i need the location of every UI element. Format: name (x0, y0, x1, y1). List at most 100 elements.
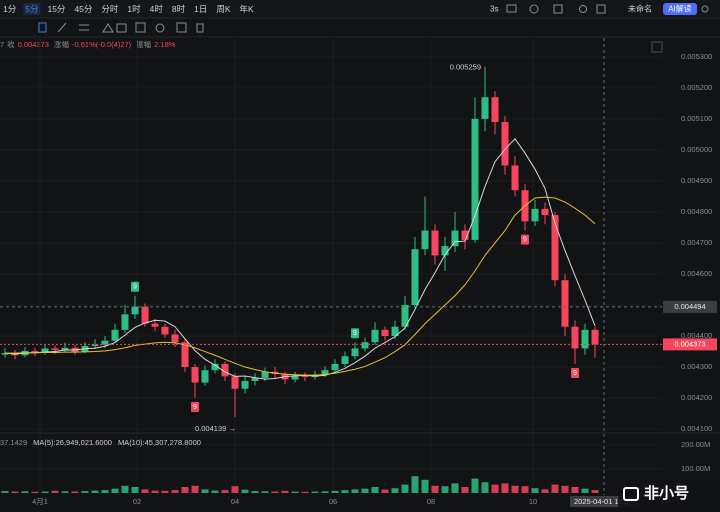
volume-bar (231, 486, 239, 493)
volume-bar (491, 484, 499, 493)
signal-badge (131, 281, 139, 292)
candle-body (61, 347, 69, 350)
volume-bar (121, 485, 129, 493)
candle-body (391, 326, 399, 337)
crosshair-label-bg (663, 300, 717, 313)
candle-body (421, 230, 429, 250)
volume-bar (521, 486, 529, 493)
interval-button[interactable]: 周K (216, 4, 231, 14)
interval-button[interactable]: 45分 (74, 4, 92, 14)
tool-cursor[interactable] (38, 22, 47, 33)
candle-body (201, 370, 209, 383)
watermark-bg (618, 480, 720, 512)
signal-badge (521, 234, 529, 245)
last-price-label: 0.004373 (674, 339, 705, 348)
volume-bar (341, 490, 349, 493)
layout-name[interactable]: 未命名 (628, 4, 652, 14)
volume-bar (431, 485, 439, 493)
signal-label: 9 (353, 330, 357, 337)
candle-body (561, 280, 569, 327)
candle-body (151, 323, 159, 327)
interval-button[interactable]: 年K (240, 4, 255, 14)
ma-line (5, 196, 596, 376)
interval-button[interactable]: 分时 (101, 4, 119, 14)
annotation: 0.005259 (450, 63, 481, 72)
tool-circle[interactable] (155, 23, 165, 33)
tool-rect[interactable] (116, 23, 127, 33)
volume-bar (281, 490, 289, 493)
interval-button[interactable]: 4时 (150, 4, 164, 14)
candle-body (501, 122, 509, 166)
icon-settings[interactable] (529, 4, 539, 14)
volume-bar (361, 488, 369, 493)
volume-bar (211, 490, 219, 493)
interval-button[interactable]: 5分 (25, 4, 39, 14)
expand-icon[interactable] (651, 41, 663, 53)
icon-gear[interactable] (579, 5, 587, 13)
volume-bar (301, 491, 309, 493)
volume-bar (321, 491, 329, 493)
interval-button[interactable]: 8时 (172, 4, 186, 14)
volume-bar (421, 479, 429, 493)
signal-badge (571, 367, 579, 378)
tool-text[interactable] (135, 22, 146, 33)
interval-button[interactable]: 15分 (47, 4, 65, 14)
signal-badge (351, 328, 359, 339)
tool-lock[interactable] (176, 22, 187, 33)
x-tick-label: 04 (231, 497, 239, 506)
tool-line[interactable] (57, 22, 67, 33)
candle-body (511, 165, 519, 191)
x-tick-label: 08 (427, 497, 435, 506)
ai-button[interactable]: AI解读 (668, 4, 692, 14)
tool-shape[interactable] (102, 23, 114, 33)
volume-bar (241, 489, 249, 493)
volume-tick-label: 100.00M (681, 464, 710, 473)
cursor-time-bg (570, 496, 638, 507)
y-tick-label: 0.004600 (681, 269, 712, 278)
info-label: 收 (7, 39, 15, 49)
tool-delete[interactable] (196, 23, 204, 33)
volume-bar (311, 491, 319, 493)
volume-bar (101, 490, 109, 493)
interval-button[interactable]: 1日 (194, 4, 207, 14)
candle-body (461, 230, 469, 240)
top-icons[interactable] (506, 4, 709, 14)
watermark: 非小号 (644, 484, 689, 502)
volume-bar (221, 490, 229, 493)
icon-fullscreen[interactable] (596, 4, 606, 14)
interval-button[interactable]: 1时 (127, 4, 141, 14)
candle-body (1, 353, 9, 355)
volume-bar (251, 491, 259, 493)
y-tick-label: 0.005300 (681, 52, 712, 61)
drawing-tools[interactable] (38, 22, 204, 33)
refresh[interactable]: 3s (490, 5, 498, 14)
x-tick-label: 02 (133, 497, 141, 506)
volume-bar (181, 486, 189, 493)
volume-bar (581, 488, 589, 493)
candle-body (581, 329, 589, 349)
volume-bar (461, 486, 469, 493)
volume-bar (291, 491, 299, 493)
candle-body (191, 367, 199, 383)
volume-bar (391, 488, 399, 493)
interval-button[interactable]: 1分 (3, 4, 17, 14)
candle-body (241, 381, 249, 389)
x-tick-label: 10 (529, 497, 537, 506)
ai-button-bg[interactable] (663, 3, 697, 15)
cursor-time: 2025-04-01 11:5 (574, 497, 629, 506)
icon-layout[interactable] (553, 4, 563, 14)
y-tick-label: 0.004900 (681, 176, 712, 185)
volume-info: 37.1429 (0, 438, 27, 447)
icon-camera[interactable] (506, 4, 517, 13)
volume-bar (171, 490, 179, 493)
y-tick-label: 0.004700 (681, 238, 712, 247)
volume-bar (541, 489, 549, 493)
info-value: 2.18% (154, 40, 176, 49)
candle-body (341, 356, 349, 364)
icon-share[interactable] (701, 5, 709, 13)
info-value: -0.61%(-0.0(4)27) (72, 40, 132, 49)
signal-label: 9 (133, 284, 137, 291)
volume-bar (571, 486, 579, 493)
